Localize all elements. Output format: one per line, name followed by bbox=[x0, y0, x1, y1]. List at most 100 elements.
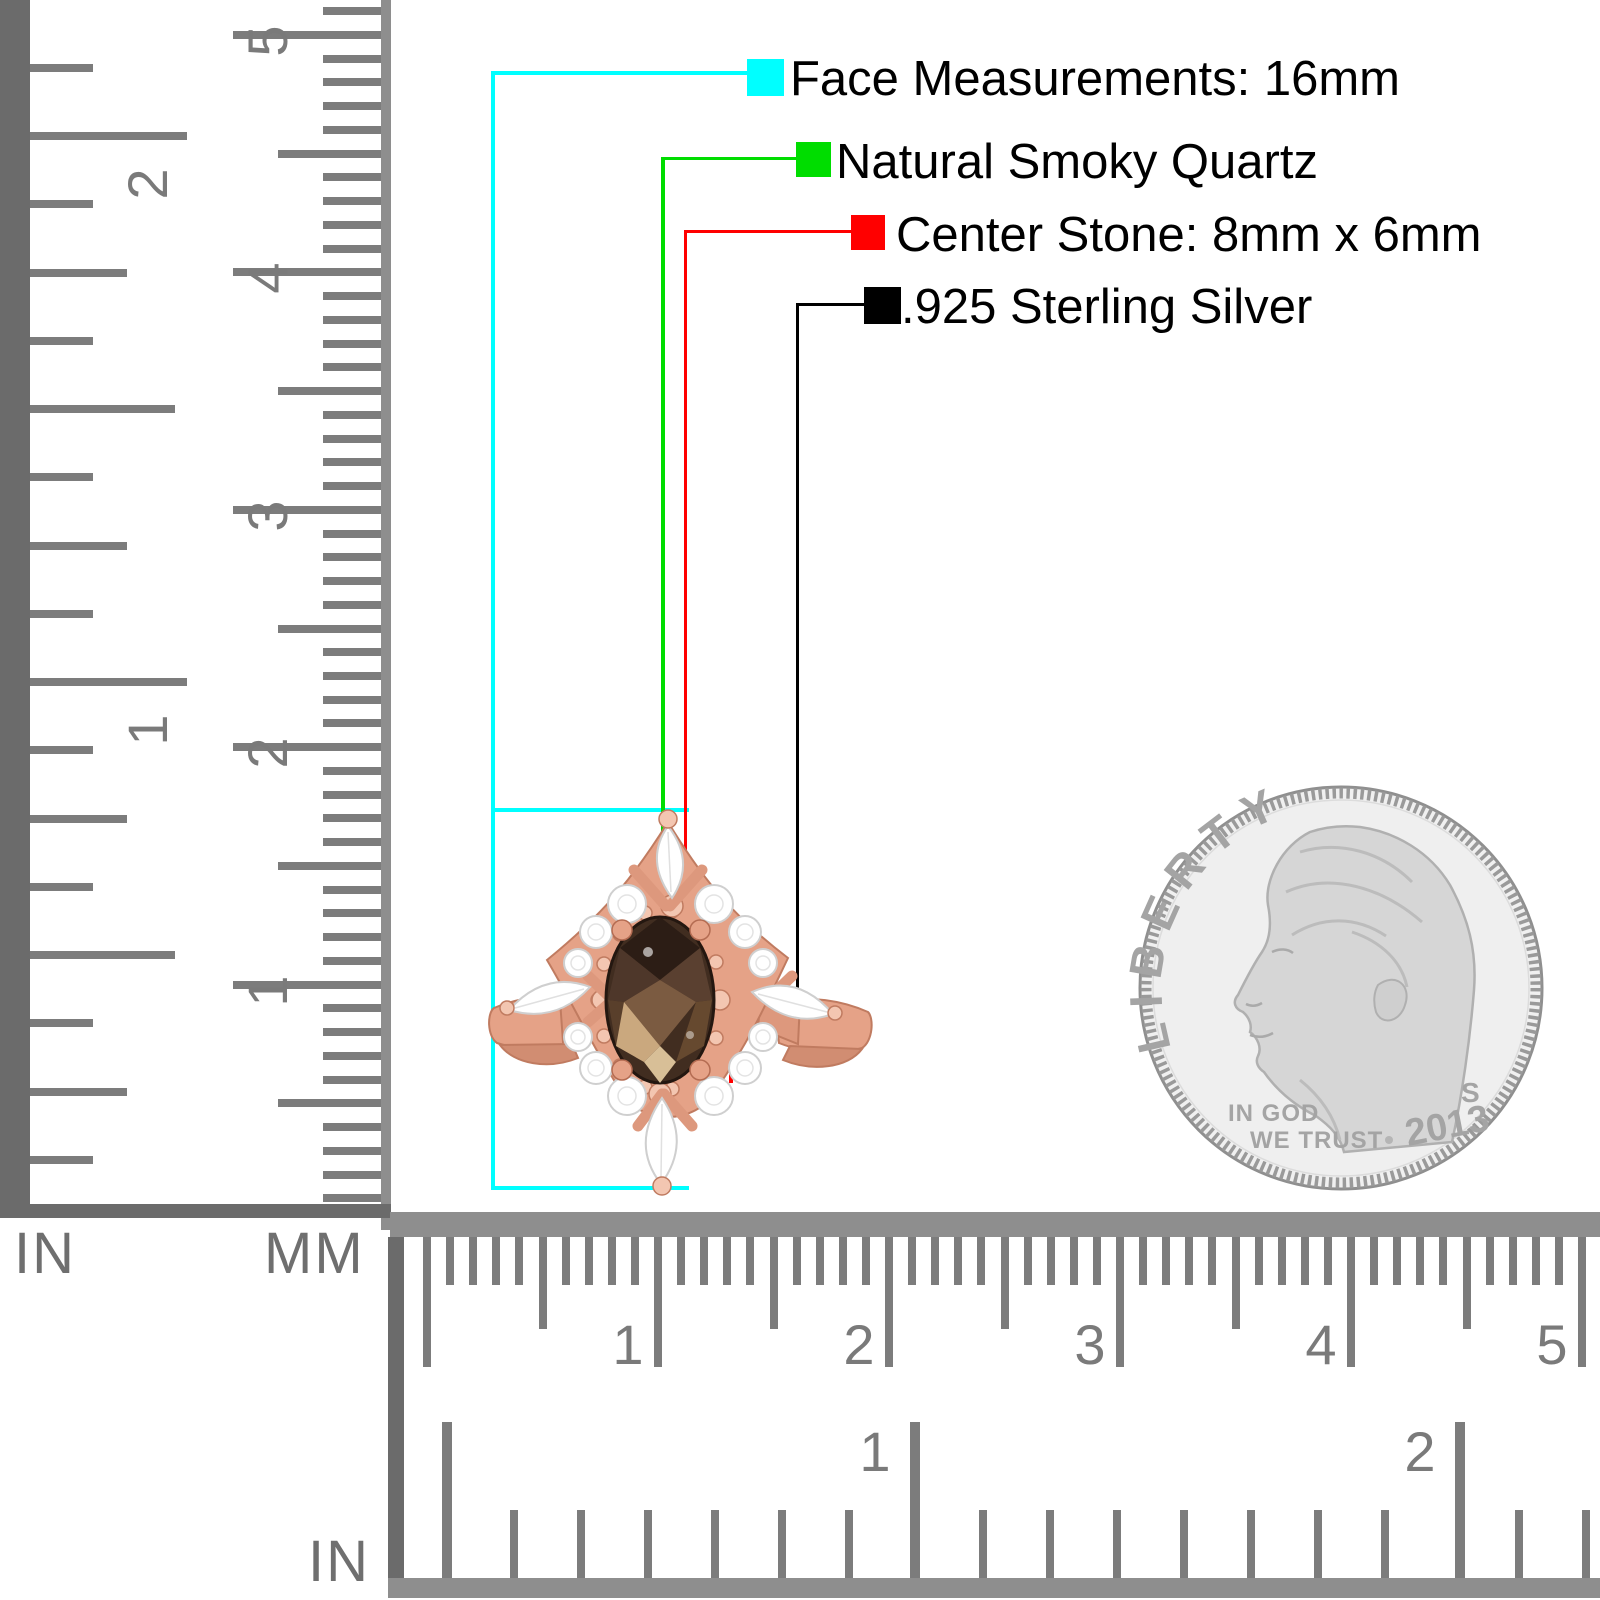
ruler-tick bbox=[577, 1510, 585, 1578]
ruler-tick bbox=[323, 363, 381, 371]
ruler-tick bbox=[323, 482, 381, 490]
ruler-tick bbox=[492, 1237, 500, 1285]
ruler-tick bbox=[233, 981, 381, 989]
face-leader-horizontal bbox=[492, 71, 748, 75]
ruler-tick bbox=[1208, 1237, 1216, 1285]
ruler-tick bbox=[323, 696, 381, 704]
ruler-tick bbox=[323, 7, 381, 15]
face-color-swatch bbox=[747, 59, 784, 96]
ruler-tick bbox=[1301, 1237, 1309, 1285]
ruler-tick bbox=[700, 1237, 708, 1285]
ruler-tick bbox=[323, 1123, 381, 1131]
ruler-tick bbox=[323, 648, 381, 656]
ruler-tick bbox=[30, 337, 93, 345]
ruler-tick bbox=[323, 553, 381, 561]
ruler-tick bbox=[1278, 1237, 1286, 1285]
ruler-tick bbox=[323, 1028, 381, 1036]
ruler-tick bbox=[654, 1237, 662, 1367]
ruler-tick bbox=[1047, 1237, 1055, 1285]
ruler-tick bbox=[30, 678, 187, 686]
ruler-tick bbox=[1180, 1510, 1188, 1578]
ruler-tick bbox=[1509, 1237, 1517, 1285]
ruler-tick bbox=[1370, 1237, 1378, 1285]
ruler-tick bbox=[1515, 1510, 1523, 1578]
vertical-ruler-left-edge bbox=[0, 0, 30, 1218]
ruler-tick bbox=[908, 1237, 916, 1285]
ruler-number: 2 bbox=[1404, 1420, 1436, 1483]
ruler-number: 1 bbox=[612, 1313, 644, 1376]
face-detail-lines bbox=[1245, 948, 1294, 1038]
ruler-tick bbox=[30, 1156, 93, 1164]
ruler-tick bbox=[233, 506, 381, 514]
ruler-number: 2 bbox=[843, 1313, 875, 1376]
ruler-tick bbox=[323, 78, 381, 86]
ruler-tick bbox=[233, 743, 381, 751]
ruler-tick bbox=[539, 1237, 547, 1329]
coin-mint-mark: S bbox=[1461, 1077, 1480, 1108]
hair-detail-lines bbox=[1285, 845, 1423, 1141]
ruler-tick bbox=[1532, 1237, 1540, 1285]
ruler-tick bbox=[323, 957, 381, 965]
center-stone-prongs bbox=[611, 919, 711, 1081]
ruler-tick bbox=[631, 1237, 639, 1285]
ruler-tick bbox=[323, 340, 381, 348]
center-stone bbox=[604, 915, 716, 1085]
ruler-tick bbox=[323, 933, 381, 941]
ruler-tick bbox=[793, 1237, 801, 1285]
ruler-tick bbox=[323, 814, 381, 822]
metal-label: .925 Sterling Silver bbox=[901, 280, 1313, 334]
ruler-tick bbox=[323, 173, 381, 181]
ruler-tick bbox=[977, 1237, 985, 1285]
ruler-tick bbox=[323, 838, 381, 846]
ruler-tick bbox=[30, 405, 175, 413]
ruler-tick bbox=[30, 610, 93, 618]
ruler-tick bbox=[323, 577, 381, 585]
ruler-tick bbox=[323, 55, 381, 63]
face-bracket-top bbox=[491, 808, 689, 812]
ruler-tick bbox=[323, 719, 381, 727]
ruler-tick bbox=[30, 64, 93, 72]
quartz-label: Natural Smoky Quartz bbox=[836, 135, 1318, 189]
horizontal-ruler-bottom-bar bbox=[388, 1578, 1600, 1598]
ruler-tick bbox=[278, 625, 381, 633]
center-stone-label: Center Stone: 8mm x 6mm bbox=[896, 208, 1482, 262]
ruler-tick bbox=[323, 197, 381, 205]
ruler-tick bbox=[323, 791, 381, 799]
ruler-tick bbox=[323, 1004, 381, 1012]
ruler-tick bbox=[1024, 1237, 1032, 1285]
ruler-tick bbox=[711, 1510, 719, 1578]
metal-leader-vertical bbox=[796, 303, 799, 1034]
ruler-tick bbox=[562, 1237, 570, 1285]
ruler-tick bbox=[1046, 1510, 1054, 1578]
coin-motto-line1: IN GOD bbox=[1228, 1100, 1319, 1127]
designer-initials-mark bbox=[1385, 1136, 1393, 1144]
ruler-tick bbox=[323, 886, 381, 894]
quartz-leader-horizontal bbox=[662, 157, 797, 160]
ruler-tick bbox=[323, 411, 381, 419]
stone-color-swatch bbox=[851, 215, 885, 250]
vertical-ruler-inch-unit-label: IN bbox=[14, 1221, 76, 1286]
horizontal-ruler-inch-unit-label: IN bbox=[308, 1529, 370, 1594]
ruler-tick bbox=[1162, 1237, 1170, 1285]
ruler-tick bbox=[585, 1237, 593, 1285]
ruler-tick bbox=[839, 1237, 847, 1285]
metal-leader-horizontal bbox=[796, 303, 865, 306]
ruler-tick bbox=[979, 1510, 987, 1578]
ruler-tick bbox=[233, 31, 381, 39]
marquise-facet-lines bbox=[514, 831, 828, 1179]
marquise-tip-beads bbox=[499, 809, 843, 1196]
ruler-tick bbox=[278, 387, 381, 395]
horizontal-ruler-left-edge bbox=[388, 1237, 404, 1597]
ruler-tick bbox=[1486, 1237, 1494, 1285]
ruler-tick bbox=[1185, 1237, 1193, 1285]
ruler-tick bbox=[30, 1019, 93, 1027]
ruler-tick bbox=[446, 1237, 454, 1285]
ruler-tick bbox=[1381, 1510, 1389, 1578]
roosevelt-bust bbox=[1233, 824, 1476, 1154]
ruler-tick bbox=[1578, 1237, 1586, 1367]
ruler-tick bbox=[323, 1171, 381, 1179]
face-measurements-label: Face Measurements: 16mm bbox=[790, 52, 1400, 106]
ruler-tick bbox=[1324, 1237, 1332, 1285]
ruler-tick bbox=[1347, 1237, 1355, 1367]
